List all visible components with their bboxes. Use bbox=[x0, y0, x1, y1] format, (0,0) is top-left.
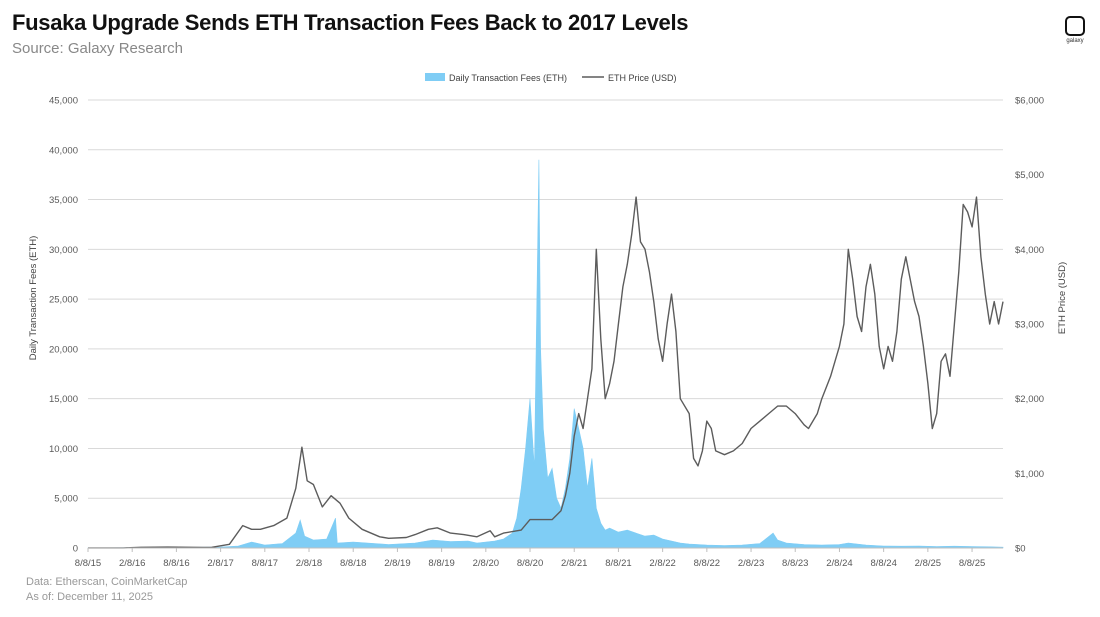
page-subtitle: Source: Galaxy Research bbox=[12, 40, 183, 57]
page-title: Fusaka Upgrade Sends ETH Transaction Fee… bbox=[12, 10, 689, 35]
x-tick-label: 8/8/25 bbox=[959, 558, 985, 569]
legend-fees-label: Daily Transaction Fees (ETH) bbox=[449, 73, 567, 83]
y-tick-label: 45,000 bbox=[49, 96, 78, 107]
as-of-note: As of: December 11, 2025 bbox=[26, 591, 153, 603]
chart-legend: Daily Transaction Fees (ETH) ETH Price (… bbox=[425, 73, 677, 83]
y-tick-label: 40,000 bbox=[49, 145, 78, 156]
x-tick-label: 8/8/21 bbox=[605, 558, 631, 569]
y-tick-label: 35,000 bbox=[49, 195, 78, 206]
y-axis-label: Daily Transaction Fees (ETH) bbox=[28, 236, 39, 361]
x-tick-label: 2/8/17 bbox=[207, 558, 233, 569]
x-tick-label: 2/8/22 bbox=[649, 558, 675, 569]
y-tick-label: 30,000 bbox=[49, 245, 78, 256]
legend-fees-swatch bbox=[425, 73, 445, 81]
y-tick-label: 10,000 bbox=[49, 444, 78, 455]
x-tick-label: 8/8/17 bbox=[252, 558, 278, 569]
x-tick-label: 2/8/25 bbox=[915, 558, 941, 569]
x-tick-label: 2/8/18 bbox=[296, 558, 322, 569]
x-tick-label: 8/8/18 bbox=[340, 558, 366, 569]
galaxy-logo-icon bbox=[1065, 16, 1085, 36]
y2-tick-label: $0 bbox=[1015, 544, 1026, 555]
y-tick-label: 0 bbox=[73, 544, 78, 555]
x-tick-label: 8/8/19 bbox=[428, 558, 454, 569]
x-tick-label: 8/8/15 bbox=[75, 558, 101, 569]
legend-price-label: ETH Price (USD) bbox=[608, 73, 677, 83]
y-tick-label: 5,000 bbox=[54, 494, 78, 505]
logo-text: galaxy bbox=[1066, 38, 1084, 44]
y-tick-label: 20,000 bbox=[49, 344, 78, 355]
y2-axis-label: ETH Price (USD) bbox=[1057, 262, 1068, 334]
x-tick-label: 2/8/23 bbox=[738, 558, 764, 569]
y2-tick-label: $2,000 bbox=[1015, 394, 1044, 405]
galaxy-logo: galaxy bbox=[1061, 16, 1089, 44]
x-tick-label: 8/8/20 bbox=[517, 558, 543, 569]
y2-tick-label: $1,000 bbox=[1015, 469, 1044, 480]
y2-tick-label: $6,000 bbox=[1015, 96, 1044, 107]
y2-tick-label: $3,000 bbox=[1015, 320, 1044, 331]
x-tick-label: 2/8/24 bbox=[826, 558, 852, 569]
eth-price-line-series bbox=[88, 196, 1004, 549]
y-tick-label: 15,000 bbox=[49, 394, 78, 405]
x-tick-label: 8/8/23 bbox=[782, 558, 808, 569]
x-tick-label: 2/8/20 bbox=[473, 558, 499, 569]
x-tick-label: 2/8/16 bbox=[119, 558, 145, 569]
x-tick-label: 2/8/19 bbox=[384, 558, 410, 569]
x-tick-label: 8/8/24 bbox=[870, 558, 896, 569]
y2-tick-label: $4,000 bbox=[1015, 245, 1044, 256]
x-tick-label: 8/8/16 bbox=[163, 558, 189, 569]
y-tick-label: 25,000 bbox=[49, 295, 78, 306]
fees-area-series bbox=[87, 159, 1004, 549]
x-tick-label: 8/8/22 bbox=[694, 558, 720, 569]
x-tick-label: 2/8/21 bbox=[561, 558, 587, 569]
y2-tick-label: $5,000 bbox=[1015, 170, 1044, 181]
data-source-note: Data: Etherscan, CoinMarketCap bbox=[26, 576, 188, 588]
